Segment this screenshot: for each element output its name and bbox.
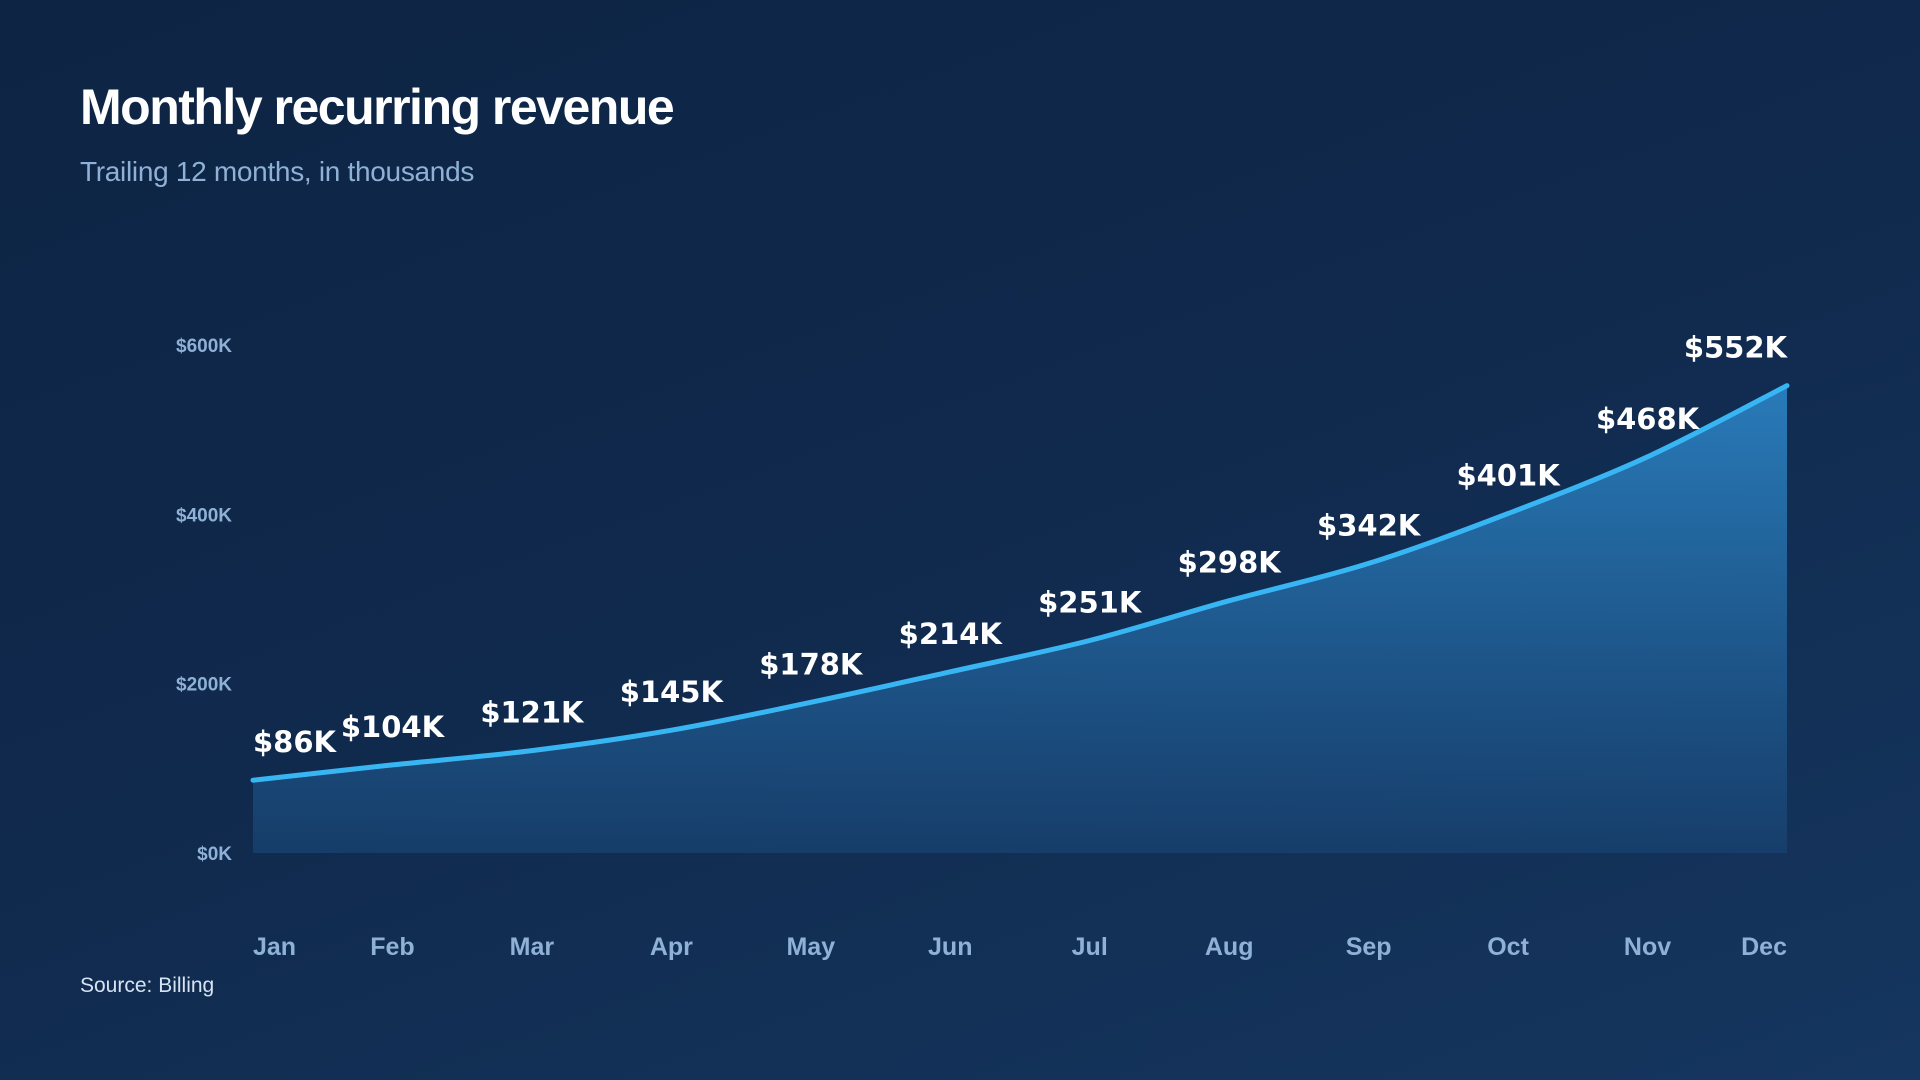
x-tick-label: Dec [1741, 933, 1787, 961]
data-label: $121K [480, 696, 585, 730]
x-axis: Jan Feb Mar Apr May Jun Jul Aug Sep Oct Nov Dec [253, 933, 1787, 961]
data-label: $86K [253, 725, 338, 759]
data-label: $552K [1684, 331, 1789, 365]
x-tick-label: Sep [1346, 933, 1392, 961]
data-label: $401K [1456, 458, 1561, 492]
x-tick-label: Apr [650, 933, 693, 961]
x-tick-label: Nov [1624, 933, 1671, 961]
x-tick-label: Jun [928, 933, 972, 961]
data-label: $342K [1317, 508, 1422, 542]
x-tick-label: Jan [253, 933, 296, 961]
revenue-area-fill [253, 385, 1787, 853]
x-tick-label: Mar [510, 933, 555, 961]
chart-title: Monthly recurring revenue [80, 79, 675, 135]
y-tick-label: $200K [176, 675, 232, 696]
data-label: $214K [899, 617, 1004, 651]
x-tick-label: Feb [370, 933, 414, 961]
data-label: $468K [1596, 402, 1701, 436]
data-label: $298K [1178, 546, 1283, 580]
y-axis: $0K $200K $400K $600K [176, 336, 232, 865]
y-tick-label: $600K [176, 336, 232, 357]
y-tick-label: $0K [197, 844, 232, 865]
y-tick-label: $400K [176, 505, 232, 526]
x-tick-label: May [786, 933, 835, 961]
data-labels: $86K $104K $121K $145K $178K $214K $251K $298K $… [253, 331, 1789, 760]
x-tick-label: Jul [1072, 933, 1108, 961]
data-label: $251K [1038, 585, 1143, 619]
revenue-line [250, 383, 1790, 783]
data-label: $145K [620, 675, 725, 709]
data-label: $178K [759, 647, 864, 681]
x-tick-label: Aug [1205, 933, 1254, 961]
x-tick-label: Oct [1487, 933, 1529, 961]
source-note: Source: Billing [80, 974, 215, 997]
data-label: $104K [341, 710, 446, 744]
chart-subtitle: Trailing 12 months, in thousands [80, 156, 475, 187]
